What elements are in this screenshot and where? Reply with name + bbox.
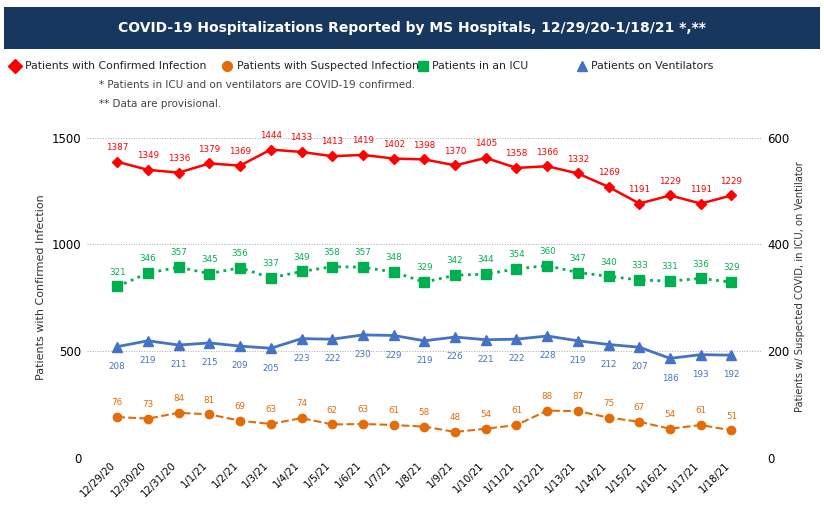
Text: 340: 340: [600, 257, 617, 267]
Text: 1191: 1191: [629, 185, 650, 194]
Text: 1444: 1444: [260, 131, 282, 140]
Text: 1366: 1366: [536, 147, 559, 157]
Text: 1405: 1405: [475, 139, 497, 148]
Text: 336: 336: [692, 260, 709, 269]
Text: 1336: 1336: [167, 154, 190, 163]
Text: 215: 215: [201, 358, 218, 367]
Text: 331: 331: [662, 262, 678, 271]
Text: 333: 333: [631, 261, 648, 270]
Text: 228: 228: [539, 351, 555, 360]
Text: 1191: 1191: [690, 185, 712, 194]
Text: 1332: 1332: [567, 155, 589, 164]
Text: 208: 208: [109, 362, 125, 371]
Text: 219: 219: [416, 356, 433, 365]
Text: 348: 348: [386, 253, 402, 262]
Text: 1419: 1419: [352, 136, 374, 145]
Text: 1402: 1402: [382, 140, 405, 149]
Text: 205: 205: [262, 363, 279, 373]
Text: 63: 63: [358, 405, 368, 414]
Text: 358: 358: [324, 248, 340, 257]
Text: 81: 81: [204, 396, 215, 405]
Text: 347: 347: [569, 254, 587, 263]
Text: 84: 84: [173, 394, 185, 403]
Text: 61: 61: [388, 406, 399, 415]
Text: Patients in an ICU: Patients in an ICU: [433, 61, 529, 71]
Text: 54: 54: [664, 410, 676, 419]
Text: 360: 360: [539, 247, 555, 256]
Text: 48: 48: [450, 413, 461, 422]
Text: 349: 349: [293, 253, 310, 262]
Text: 1358: 1358: [505, 149, 527, 158]
Text: COVID-19 Hospitalizations Reported by MS Hospitals, 12/29/20-1/18/21 *,**: COVID-19 Hospitalizations Reported by MS…: [118, 21, 706, 35]
Text: 229: 229: [386, 351, 402, 360]
Text: 1387: 1387: [106, 143, 129, 152]
Text: 193: 193: [692, 370, 709, 379]
Text: 1229: 1229: [659, 177, 681, 186]
Text: 344: 344: [477, 255, 494, 264]
Text: 54: 54: [480, 410, 491, 419]
Y-axis label: Patients w/ Suspected COVID, in ICU, on Ventilator: Patients w/ Suspected COVID, in ICU, on …: [795, 161, 805, 413]
Text: 67: 67: [634, 403, 645, 412]
Text: 63: 63: [265, 405, 276, 414]
Text: 61: 61: [511, 406, 522, 415]
Text: 354: 354: [508, 250, 525, 259]
Text: 219: 219: [569, 356, 586, 365]
Text: ** Data are provisional.: ** Data are provisional.: [99, 99, 221, 109]
Text: 88: 88: [541, 392, 553, 401]
Text: 346: 346: [139, 254, 157, 263]
Text: 1269: 1269: [597, 168, 620, 177]
Text: 230: 230: [354, 350, 372, 359]
Text: 337: 337: [262, 259, 279, 268]
Text: 211: 211: [171, 360, 187, 369]
Text: 1398: 1398: [413, 141, 436, 150]
Text: 1370: 1370: [444, 147, 466, 156]
Text: 321: 321: [109, 268, 125, 277]
Text: Patients with Confirmed Infection: Patients with Confirmed Infection: [25, 61, 206, 71]
Text: 329: 329: [416, 264, 433, 272]
Text: 219: 219: [140, 356, 157, 365]
Text: 73: 73: [143, 400, 153, 409]
Text: 223: 223: [293, 354, 310, 363]
Text: 357: 357: [171, 249, 187, 257]
Text: 207: 207: [631, 362, 648, 371]
Text: 74: 74: [296, 399, 307, 408]
Text: 1433: 1433: [290, 133, 312, 142]
Text: 61: 61: [695, 406, 706, 415]
Text: 329: 329: [723, 264, 740, 272]
Y-axis label: Patients with Confirmed Infection: Patients with Confirmed Infection: [36, 194, 46, 380]
Text: 342: 342: [447, 256, 463, 266]
Text: Patients on Ventilators: Patients on Ventilators: [592, 61, 714, 71]
Text: 192: 192: [723, 371, 740, 379]
Text: 1349: 1349: [137, 151, 159, 160]
Text: 356: 356: [232, 249, 249, 258]
Text: 87: 87: [573, 392, 583, 401]
Text: 1413: 1413: [321, 138, 344, 146]
Text: * Patients in ICU and on ventilators are COVID-19 confirmed.: * Patients in ICU and on ventilators are…: [99, 80, 415, 90]
Text: 62: 62: [327, 406, 338, 415]
Text: 345: 345: [201, 255, 218, 264]
Text: 75: 75: [603, 399, 614, 408]
Text: 76: 76: [112, 398, 123, 407]
Text: 51: 51: [726, 412, 737, 421]
Text: 69: 69: [235, 402, 246, 411]
Text: 221: 221: [478, 355, 494, 364]
Text: 209: 209: [232, 361, 248, 370]
Text: 222: 222: [324, 355, 340, 363]
Text: 212: 212: [601, 360, 617, 369]
Text: Patients with Suspected Infection: Patients with Suspected Infection: [236, 61, 419, 71]
Text: 1379: 1379: [199, 145, 221, 154]
Text: 58: 58: [419, 408, 430, 417]
Text: 186: 186: [662, 374, 678, 383]
Text: 222: 222: [508, 355, 525, 363]
Text: 357: 357: [354, 249, 372, 257]
Text: 226: 226: [447, 352, 463, 361]
Text: 1369: 1369: [229, 147, 251, 156]
Text: 1229: 1229: [720, 177, 742, 186]
